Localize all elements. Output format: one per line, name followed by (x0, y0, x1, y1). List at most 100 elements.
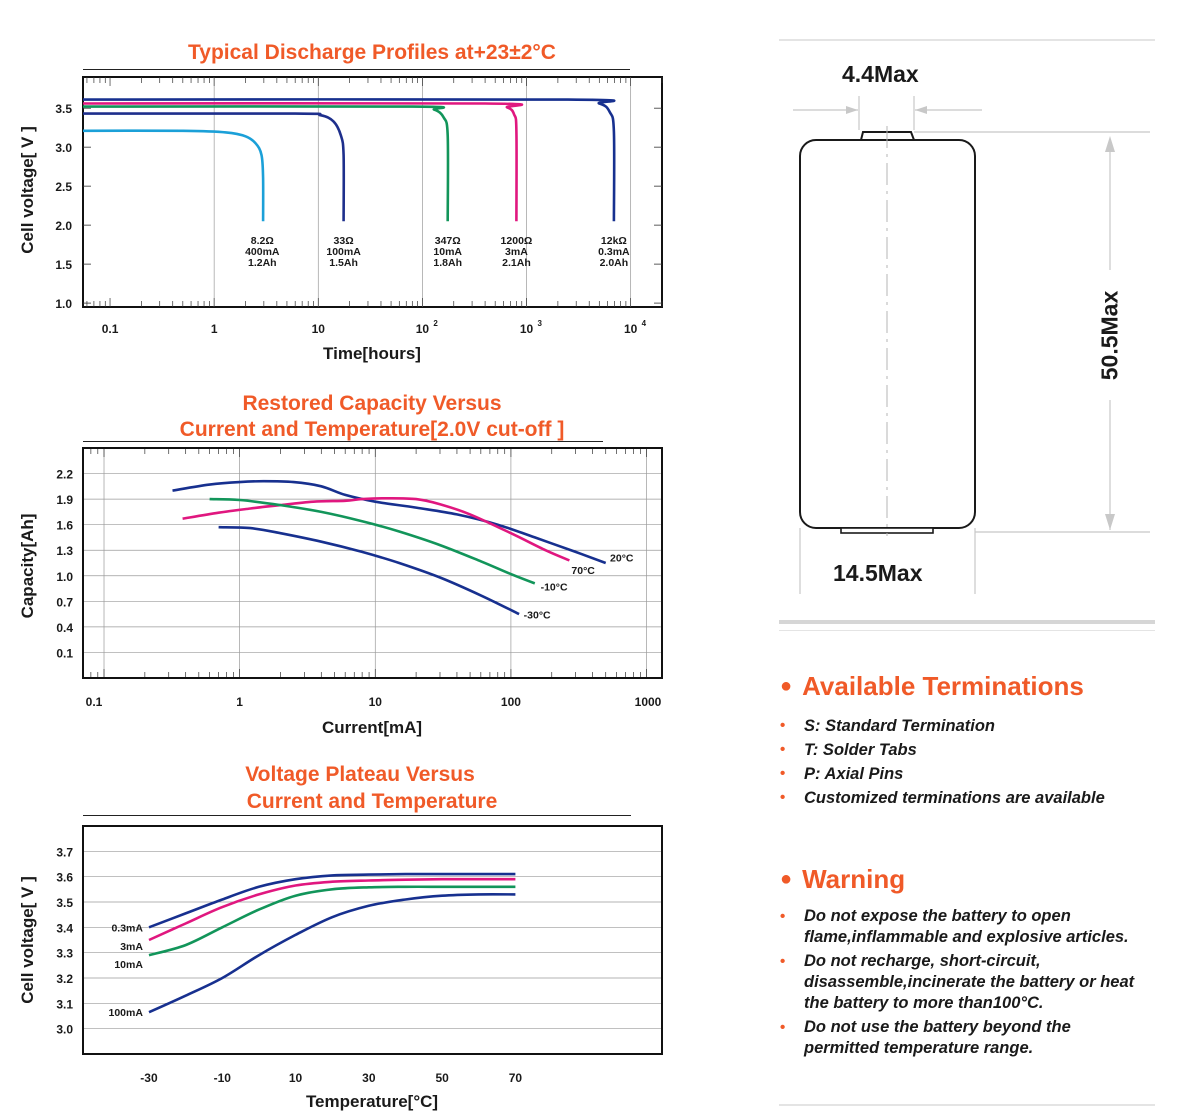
title-underline (83, 69, 630, 70)
y-tick-label: 3.4 (56, 921, 73, 935)
capacity-chart-title-line1: Restored Capacity Versus (242, 392, 502, 415)
list-item: Customized terminations are available (778, 786, 1105, 810)
warning-line: Do not use the battery beyond the (804, 1018, 1071, 1036)
x-axis-title: Current[mA] (322, 718, 422, 737)
x-tick-exponent: 4 (642, 319, 647, 328)
series-line (82, 98, 616, 222)
x-tick-label: 10 (312, 322, 326, 336)
series-label: 20°C (610, 552, 634, 564)
y-axis-title: Capacity[Ah] (18, 514, 37, 619)
terminations-list: S: Standard Termination T: Solder Tabs P… (778, 714, 1105, 810)
warning-list: Do not expose the battery to open flame,… (778, 906, 1134, 1062)
series-label: 0.3mA (111, 922, 143, 934)
y-tick-label: 2.2 (56, 468, 73, 482)
x-tick-label: -10 (214, 1071, 232, 1085)
capacity-chart: 0.1 0.4 0.7 1.0 1.3 1.6 1.9 2.2 0.1 1 10 100 1000 20°… (18, 447, 663, 737)
series-label: 100mA (109, 1007, 144, 1019)
y-tick-label: 1.9 (56, 493, 73, 507)
curve-annotation: 100mA (326, 246, 361, 258)
warning-heading: ● Warning (780, 864, 905, 894)
x-tick-exponent: 2 (433, 319, 438, 328)
drawing-bottom-divider (779, 620, 1155, 624)
x-tick-exponent: 3 (538, 319, 543, 328)
warning-line: Do not recharge, short-circuit, (804, 952, 1041, 970)
curve-annotation: 1.5Ah (329, 257, 358, 269)
y-tick-label: 1.5 (55, 258, 72, 272)
curve-annotation: 3mA (505, 246, 528, 258)
warning-line: the battery to more than100°C. (804, 994, 1044, 1012)
plateau-chart: 3.0 3.1 3.2 3.3 3.4 3.5 3.6 3.7 -30 -10 10 30 50 70 0.… (18, 825, 663, 1111)
curve-annotation: 1.8Ah (433, 257, 462, 269)
y-tick-label: 3.0 (55, 141, 72, 155)
warning-title: Warning (802, 864, 906, 894)
list-item: Do not recharge, short-circuit, disassem… (778, 951, 1134, 1014)
warning-line: disassemble,incinerate the battery or he… (804, 973, 1135, 991)
curve-annotation: 400mA (245, 246, 280, 258)
series-line (209, 497, 536, 585)
series-line (148, 872, 516, 929)
series-line (218, 525, 520, 616)
x-tick-label: 10 (624, 322, 638, 336)
x-tick-label: 10 (289, 1071, 303, 1085)
series-line (148, 877, 516, 942)
curve-annotation: 1200Ω (501, 235, 533, 247)
plot-frame (82, 825, 663, 1055)
y-tick-label: 0.4 (56, 621, 73, 635)
x-tick-label: 1 (211, 322, 218, 336)
plot-frame (82, 447, 663, 679)
x-tick-label: 10 (520, 322, 534, 336)
title-underline (83, 441, 603, 442)
curve-annotation: 10mA (433, 246, 462, 258)
x-axis-title: Temperature[°C] (306, 1092, 438, 1111)
x-tick-label: -30 (140, 1071, 158, 1085)
plot-frame (82, 76, 663, 308)
y-tick-label: 2.5 (55, 180, 72, 194)
top-divider (779, 39, 1155, 41)
curve-annotation: 0.3mA (598, 246, 630, 258)
x-tick-label: 1 (236, 695, 243, 709)
x-tick-label: 100 (501, 695, 521, 709)
list-item: P: Axial Pins (778, 762, 1105, 786)
warning-line: flame,inflammable and explosive articles… (804, 928, 1129, 946)
y-tick-label: 0.1 (56, 646, 73, 660)
title-underline (83, 815, 631, 816)
x-tick-label: 70 (509, 1071, 523, 1085)
y-axis-title: Cell voltage[ V ] (18, 126, 37, 254)
y-tick-label: 3.7 (56, 845, 73, 859)
y-tick-label: 3.2 (56, 972, 73, 986)
x-tick-label: 10 (416, 322, 430, 336)
y-tick-label: 3.6 (56, 871, 73, 885)
series-line (82, 112, 346, 222)
discharge-chart: 1.01.52.02.53.03.50.1 1 10 10 2 10 3 10 48.2Ω400… (18, 76, 663, 363)
list-item: S: Standard Termination (778, 714, 1105, 738)
list-item: Do not expose the battery to open flame,… (778, 906, 1134, 948)
series-line (82, 105, 450, 222)
bullet-icon: ● (780, 868, 793, 890)
curve-annotation: 8.2Ω (251, 235, 274, 247)
width-dimension-label: 14.5Max (833, 560, 923, 586)
x-tick-label: 1000 (635, 695, 662, 709)
series-label: -30°C (524, 609, 551, 621)
terminations-heading: ● Available Terminations (780, 671, 1084, 701)
warning-line: permitted temperature range. (804, 1039, 1034, 1057)
curve-annotation: 1.2Ah (248, 257, 277, 269)
list-item: Do not use the battery beyond the permit… (778, 1017, 1134, 1059)
x-tick-label: 10 (369, 695, 383, 709)
y-tick-label: 3.1 (56, 997, 73, 1011)
x-tick-label: 50 (435, 1071, 449, 1085)
y-tick-label: 0.7 (56, 595, 73, 609)
x-tick-label: 0.1 (102, 322, 119, 336)
curve-annotation: 33Ω (334, 235, 354, 247)
height-dimension-label: 50.5Max (1096, 290, 1123, 381)
curve-annotation: 2.1Ah (502, 257, 531, 269)
discharge-chart-title: Typical Discharge Profiles at+23±2°C (188, 41, 556, 64)
series-line (148, 893, 516, 1014)
bullet-icon: ● (780, 675, 793, 697)
y-tick-label: 3.5 (56, 896, 73, 910)
series-label: 3mA (120, 941, 143, 953)
x-tick-label: 0.1 (86, 695, 103, 709)
y-tick-label: 3.0 (56, 1023, 73, 1037)
plateau-chart-title-line1: Voltage Plateau Versus (245, 763, 475, 786)
series-line (182, 496, 570, 562)
series-line (82, 129, 265, 222)
